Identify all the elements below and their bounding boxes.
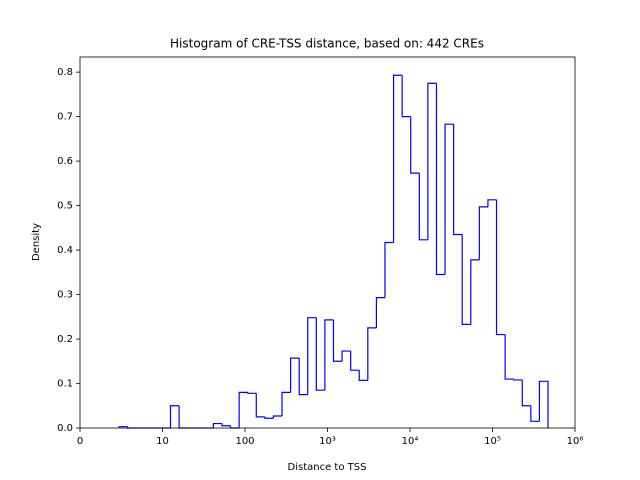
histogram-step (375, 297, 385, 328)
histogram-step (538, 380, 549, 428)
x-tick-label: 10³ (319, 436, 336, 447)
histogram-step (453, 124, 463, 236)
histogram-step (427, 82, 437, 240)
histogram-step (435, 83, 446, 276)
y-tick-label: 0.7 (57, 112, 73, 123)
histogram-step (358, 370, 368, 382)
histogram-step (341, 350, 351, 362)
histogram-step (392, 74, 403, 243)
histogram-step (332, 319, 343, 362)
histogram-step (298, 358, 308, 396)
x-axis-label: Distance to TSS (288, 462, 367, 473)
x-tick-label: 10⁶ (567, 436, 584, 447)
histogram-step (212, 422, 222, 428)
histogram-step (221, 423, 231, 427)
y-tick-label: 0.2 (57, 334, 73, 345)
histogram-step (247, 392, 257, 394)
histogram-step (324, 319, 334, 391)
histogram-step (315, 317, 325, 391)
y-tick-label: 0.0 (57, 423, 73, 434)
x-tick-label: 10⁵ (484, 436, 501, 447)
histogram-step (281, 391, 291, 416)
histogram-step (367, 327, 377, 381)
x-tick-label: 10⁴ (402, 436, 419, 447)
histogram-step (118, 426, 128, 428)
histogram-step (487, 199, 497, 207)
histogram-step (513, 379, 523, 381)
plot-frame (79, 56, 576, 429)
histogram-step (401, 75, 411, 118)
histogram-step (444, 123, 454, 275)
histogram-step (530, 405, 540, 422)
y-tick-label: 0.1 (57, 379, 73, 390)
y-axis-label: Density (31, 223, 42, 261)
histogram-step (478, 206, 488, 260)
histogram-step (350, 351, 360, 371)
histogram-step (169, 405, 180, 428)
x-tick-label: 0 (77, 436, 83, 447)
y-tick-label: 0.4 (57, 245, 73, 256)
histogram-step (384, 241, 394, 298)
histogram-step (255, 393, 265, 418)
histogram-step (264, 416, 274, 419)
histogram-step (238, 391, 248, 428)
y-tick-label: 0.8 (57, 67, 73, 78)
histogram-step (410, 116, 420, 174)
x-tick-label: 100 (235, 436, 254, 447)
histogram-step (307, 317, 317, 395)
chart-title: Histogram of CRE-TSS distance, based on:… (170, 37, 484, 51)
histogram-step (521, 379, 531, 407)
histogram-step (289, 357, 300, 393)
y-tick-label: 0.6 (57, 156, 73, 167)
histogram-step (418, 173, 428, 241)
histogram-step (495, 199, 506, 336)
histogram-step (461, 234, 471, 325)
y-tick-label: 0.5 (57, 201, 73, 212)
histogram-step (272, 415, 283, 419)
histogram-step (504, 334, 514, 380)
histogram-step (470, 259, 480, 325)
y-tick-label: 0.3 (57, 290, 73, 301)
x-tick-label: 10 (156, 436, 169, 447)
